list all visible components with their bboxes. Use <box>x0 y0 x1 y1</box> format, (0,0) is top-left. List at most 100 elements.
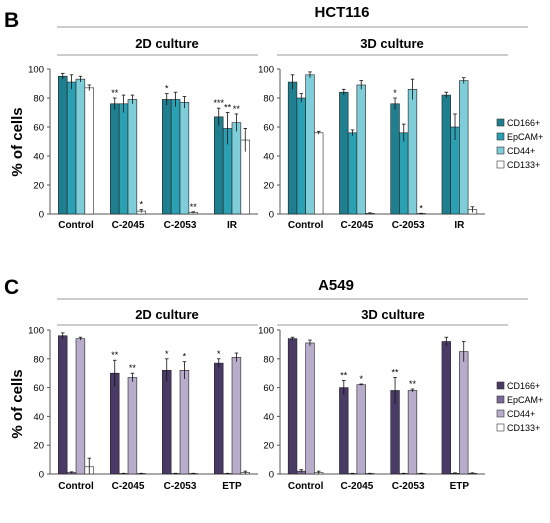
subchart-title: 2D culture <box>135 36 199 51</box>
significance-marker: ** <box>340 370 348 380</box>
bar-cd44-pos <box>459 80 469 215</box>
y-tick-label: 100 <box>258 326 274 337</box>
bar-epcam-pos <box>296 97 306 215</box>
x-category-label: C-2053 <box>392 481 425 492</box>
bar-cd166-pos <box>287 81 298 215</box>
bar-cd166-pos <box>441 94 451 215</box>
y-tick-label: 0 <box>39 210 44 221</box>
bar-cd166-pos <box>339 387 349 475</box>
significance-marker: * <box>359 374 363 384</box>
bar-cd166-pos <box>162 370 172 475</box>
bar-cd44-pos <box>305 74 315 215</box>
significance-marker: * <box>393 88 397 98</box>
x-category-label: C-2045 <box>112 481 145 492</box>
legend-swatch <box>496 423 505 432</box>
x-category-label: Control <box>58 481 94 492</box>
panel-title: A549 <box>318 277 354 294</box>
bar-cd166-pos <box>58 75 68 215</box>
bar-cd44-pos <box>127 99 138 215</box>
legend-swatch <box>496 409 505 418</box>
x-category-label: Control <box>58 220 94 231</box>
bar-cd166-pos <box>214 116 224 215</box>
bar-cd166-pos <box>441 341 451 475</box>
y-tick-label: 60 <box>263 383 274 394</box>
bar-cd44-pos <box>356 384 366 475</box>
legend-label: CD44+ <box>507 409 535 419</box>
x-category-label: IR <box>227 220 238 231</box>
x-category-label: C-2053 <box>164 481 197 492</box>
bar-cd166-pos <box>339 91 349 215</box>
bar-cd166-pos <box>110 372 120 475</box>
legend-swatch <box>496 395 505 404</box>
significance-marker: * <box>217 349 221 359</box>
y-tick-label: 80 <box>33 94 44 105</box>
x-category-label: C-2045 <box>340 220 373 231</box>
x-category-label: Control <box>288 481 324 492</box>
bar-cd166-pos <box>287 338 298 475</box>
y-axis-title: % of cells <box>9 107 26 176</box>
x-category-label: C-2053 <box>164 220 197 231</box>
bar-cd44-pos <box>179 102 190 215</box>
bar-cd166-pos <box>110 103 120 215</box>
bar-epcam-pos <box>66 81 77 215</box>
significance-marker: * <box>419 203 423 213</box>
subchart-title: 3D culture <box>361 307 425 322</box>
y-tick-label: 40 <box>263 412 274 423</box>
x-category-label: C-2045 <box>340 481 373 492</box>
legend-swatch <box>496 146 505 155</box>
bar-cd44-pos <box>356 84 366 215</box>
y-axis-title: % of cells <box>9 369 26 438</box>
significance-marker: ** <box>233 104 241 114</box>
significance-marker: * <box>165 349 169 359</box>
legend-label: EpCAM+ <box>507 395 543 405</box>
legend-swatch <box>496 118 505 127</box>
bar-cd133-pos <box>314 132 324 215</box>
y-tick-label: 80 <box>263 354 274 365</box>
bar-cd166-pos <box>162 99 172 215</box>
bar-cd44-pos <box>407 89 418 215</box>
legend-label: EpCAM+ <box>507 132 543 142</box>
subchart-title: 2D culture <box>135 307 199 322</box>
y-tick-label: 100 <box>28 65 44 76</box>
y-tick-label: 80 <box>33 354 44 365</box>
y-tick-label: 60 <box>33 383 44 394</box>
y-tick-label: 40 <box>33 412 44 423</box>
legend-label: CD133+ <box>507 423 540 433</box>
panel-title: HCT116 <box>314 4 369 21</box>
y-tick-label: 40 <box>33 152 44 163</box>
bar-epcam-pos <box>399 132 409 215</box>
legend-label: CD133+ <box>507 160 540 170</box>
bar-cd44-pos <box>407 390 418 475</box>
significance-marker: *** <box>213 98 224 108</box>
bar-epcam-pos <box>118 103 129 215</box>
significance-marker: * <box>140 200 144 210</box>
x-category-label: C-2045 <box>112 220 145 231</box>
y-tick-label: 20 <box>263 181 274 192</box>
panel-letter: B <box>4 9 19 32</box>
y-tick-label: 100 <box>28 326 44 337</box>
significance-marker: ** <box>129 363 137 373</box>
x-category-label: ETP <box>450 481 470 492</box>
bar-cd44-pos <box>75 338 86 475</box>
legend-swatch <box>496 160 505 169</box>
panel-letter: C <box>4 276 19 299</box>
significance-marker: ** <box>392 368 400 378</box>
y-tick-label: 80 <box>263 94 274 105</box>
significance-marker: ** <box>409 379 417 389</box>
significance-marker: ** <box>224 103 232 113</box>
bar-cd133-pos <box>84 87 94 215</box>
significance-marker: ** <box>190 202 198 212</box>
y-tick-label: 0 <box>269 210 274 221</box>
y-tick-label: 60 <box>263 123 274 134</box>
y-tick-label: 0 <box>39 470 44 481</box>
bar-cd44-pos <box>179 370 190 475</box>
significance-marker: ** <box>111 350 119 360</box>
bar-cd166-pos <box>214 362 224 475</box>
x-category-label: ETP <box>222 481 242 492</box>
y-tick-label: 20 <box>263 441 274 452</box>
significance-marker: * <box>183 352 187 362</box>
bar-epcam-pos <box>347 132 358 215</box>
y-tick-label: 20 <box>33 441 44 452</box>
bar-cd44-pos <box>231 357 242 475</box>
y-tick-label: 60 <box>33 123 44 134</box>
